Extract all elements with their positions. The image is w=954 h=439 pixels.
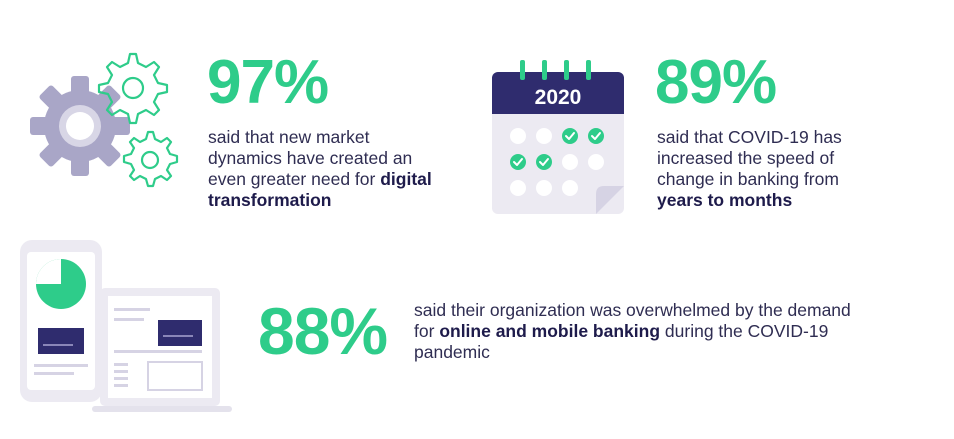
stat-text-1-plain: said that new market dynamics have creat… — [208, 127, 413, 189]
calendar-year: 2020 — [535, 86, 582, 109]
stat-value-1: 97% — [207, 48, 329, 117]
stat-text-3-bold: online and mobile banking — [439, 321, 661, 341]
stat-value-3: 88% — [258, 294, 388, 368]
stat-text-1-bold: digital transformation — [208, 169, 432, 210]
stat-text-2-bold: years to months — [657, 190, 793, 210]
stat-text-1: said that new market dynamics have creat… — [208, 127, 448, 211]
stat-text-3-plain: said their organization was overwhelmed … — [414, 300, 851, 341]
devices-icon — [20, 240, 232, 412]
calendar-icon: 2020 — [492, 60, 624, 214]
stat-text-3-after: during the COVID-19 pandemic — [414, 321, 829, 362]
stat-text-2: said that COVID-19 has increased the spe… — [657, 127, 887, 211]
stat-value-2: 89% — [655, 48, 777, 117]
gears-icon — [30, 52, 179, 188]
stat-text-3: said their organization was overwhelmed … — [414, 300, 854, 363]
stat-text-2-plain: said that COVID-19 has increased the spe… — [657, 127, 842, 189]
